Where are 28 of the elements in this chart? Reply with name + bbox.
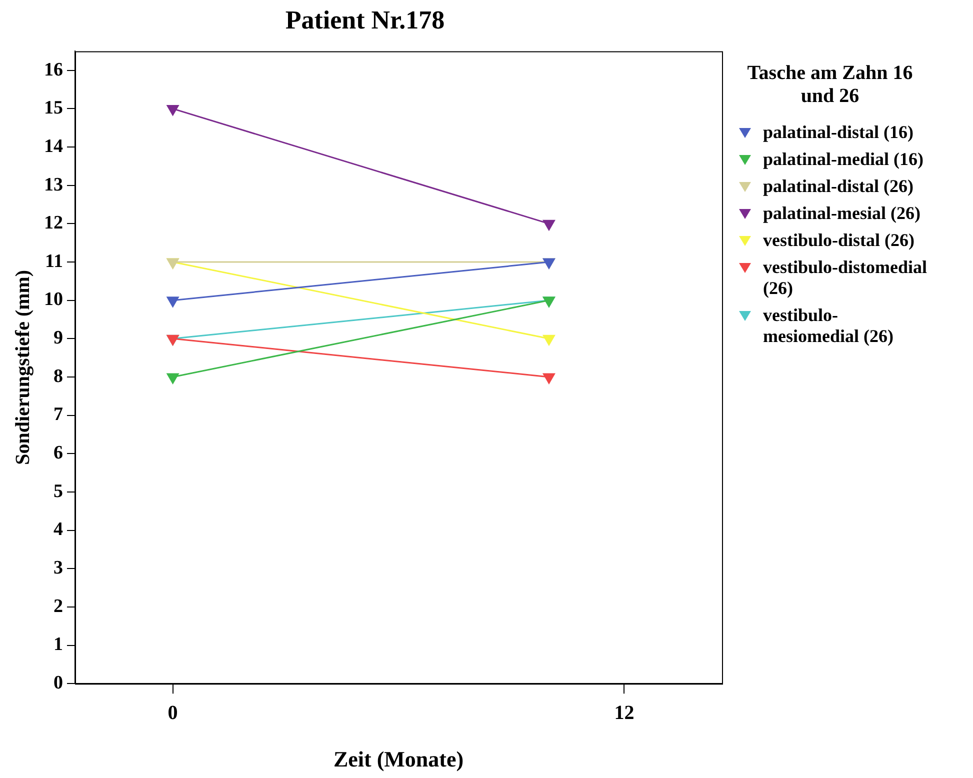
chart-title: Patient Nr.178 — [285, 5, 445, 34]
legend-label: palatinal-medial (16) — [763, 149, 924, 170]
legend-label: palatinal-mesial (26) — [763, 203, 922, 224]
y-tick-label: 5 — [54, 480, 63, 502]
legend-title: Tasche am Zahn 16 und 26 — [746, 62, 914, 108]
legend-label: vestibulo-distomedial (26) — [763, 257, 928, 299]
y-tick-label: 3 — [54, 558, 63, 579]
y-tick-label: 4 — [54, 519, 64, 540]
y-tick-label: 12 — [44, 212, 63, 234]
y-tick-label: 14 — [44, 136, 64, 157]
y-tick-label: 2 — [54, 596, 63, 617]
legend-label: palatinal-distal (16) — [763, 122, 915, 143]
y-tick-label: 8 — [54, 366, 63, 387]
y-tick-label: 7 — [54, 404, 64, 426]
y-tick-label: 1 — [54, 634, 63, 656]
legend-label: vestibulo-mesiomedial (26) — [763, 305, 894, 347]
y-tick-label: 6 — [54, 442, 63, 464]
y-tick-label: 13 — [44, 174, 63, 196]
y-tick-label: 0 — [54, 672, 63, 694]
legend-label: vestibulo-distal (26) — [763, 230, 916, 251]
y-tick-label: 11 — [45, 250, 63, 272]
y-tick-label: 9 — [54, 328, 63, 349]
y-axis-title: Sondierungstiefe (mm) — [12, 270, 34, 465]
y-tick-label: 15 — [44, 98, 63, 119]
legend-label: palatinal-distal (26) — [763, 176, 915, 197]
x-axis-title: Zeit (Monate) — [333, 746, 464, 772]
y-tick-label: 10 — [44, 289, 63, 310]
y-tick-label: 16 — [44, 59, 63, 80]
